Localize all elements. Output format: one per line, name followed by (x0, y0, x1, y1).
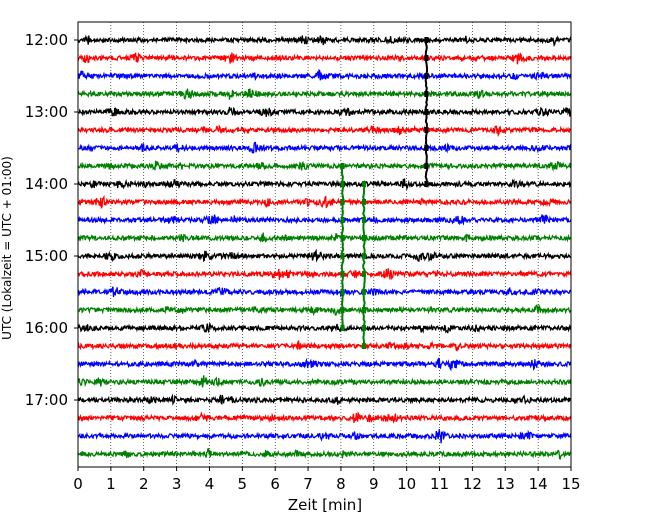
event-2-peak (340, 199, 345, 205)
x-tick-label: 3 (172, 475, 182, 493)
trace-1645 (77, 375, 572, 388)
x-tick-label: 1 (106, 475, 116, 493)
trace-1330 (77, 141, 572, 154)
event-3-peak (361, 343, 366, 349)
y-axis-ticks: 12:00 13:00 14:00 15:00 16:00 17:00 (25, 31, 78, 409)
y-tick-label: 13:00 (25, 103, 68, 121)
trace-1615 (77, 340, 572, 352)
x-tick-label: 4 (205, 475, 215, 493)
event-3-peak (361, 271, 366, 277)
trace-1315 (77, 124, 572, 138)
trace-1300 (77, 106, 572, 118)
event-1-peak (424, 109, 429, 115)
trace-1245 (77, 88, 572, 101)
trace-1400 (77, 178, 572, 192)
x-tick-label: 8 (336, 475, 346, 493)
event-3-peak (361, 307, 366, 313)
y-tick-label: 12:00 (25, 31, 68, 49)
event-1-peak (424, 73, 429, 79)
y-axis-label: UTC (Lokalzeit = UTC + 01:00) (0, 156, 14, 340)
event-2-peak (340, 271, 345, 277)
event-3-peak (361, 235, 366, 241)
event-1-peak (424, 91, 429, 97)
x-tick-label: 15 (561, 475, 580, 493)
x-tick-label: 7 (303, 475, 313, 493)
event-2 (340, 165, 345, 329)
trace-1430 (77, 214, 572, 226)
trace-1200 (77, 34, 572, 48)
x-axis-label: Zeit [min] (288, 496, 362, 514)
trace-1700 (77, 393, 572, 406)
x-tick-label: 6 (270, 475, 280, 493)
y-tick-label: 14:00 (25, 175, 68, 193)
event-3-peak (361, 199, 366, 205)
y-tick-label: 15:00 (25, 247, 68, 265)
trace-1215 (77, 52, 572, 65)
event-3-peak (361, 253, 366, 259)
x-tick-label: 5 (238, 475, 248, 493)
event-2-peak (340, 253, 345, 259)
axes-frame (77, 21, 572, 468)
trace-1600 (77, 323, 572, 334)
trace-1745 (77, 448, 572, 460)
seismic-events (340, 37, 429, 349)
plot-frame (77, 21, 572, 468)
event-1-peak (424, 181, 429, 187)
event-1-peak (424, 55, 429, 61)
trace-1230 (77, 68, 572, 82)
event-2-peak (340, 163, 345, 169)
event-2-peak (340, 307, 345, 313)
trace-1515 (77, 268, 572, 281)
event-3-peak (361, 325, 366, 331)
trace-1715 (77, 410, 572, 424)
x-tick-label: 11 (430, 475, 449, 493)
x-tick-label: 14 (529, 475, 548, 493)
event-3-peak (361, 289, 366, 295)
x-tick-label: 10 (397, 475, 416, 493)
event-3-peak (361, 181, 366, 187)
x-tick-label: 2 (139, 475, 149, 493)
trace-1345 (77, 160, 572, 172)
event-2-peak (340, 289, 345, 295)
event-2-peak (340, 235, 345, 241)
trace-1445 (77, 232, 572, 243)
x-tick-label: 12 (463, 475, 482, 493)
x-tick-label: 0 (73, 475, 83, 493)
seismic-traces (77, 34, 572, 460)
event-3-peak (361, 217, 366, 223)
event-2-peak (340, 217, 345, 223)
event-1-peak (424, 37, 429, 43)
x-tick-label: 9 (369, 475, 379, 493)
trace-1530 (77, 286, 572, 298)
event-2-peak (340, 325, 345, 331)
event-3 (362, 183, 366, 347)
event-2-peak (340, 181, 345, 187)
trace-1500 (77, 248, 572, 263)
y-tick-label: 16:00 (25, 319, 68, 337)
trace-1415 (77, 194, 572, 210)
trace-1630 (77, 357, 572, 372)
trace-1545 (77, 303, 572, 317)
event-1-peak (424, 163, 429, 169)
x-tick-label: 13 (496, 475, 515, 493)
trace-1730 (77, 429, 572, 444)
vertical-gridlines (110, 22, 539, 467)
event-1-peak (424, 145, 429, 151)
event-1-peak (424, 127, 429, 133)
x-axis-ticks: 0 1 2 3 4 5 6 7 8 9 10 11 12 13 14 15 (73, 467, 581, 493)
y-tick-label: 17:00 (25, 391, 68, 409)
